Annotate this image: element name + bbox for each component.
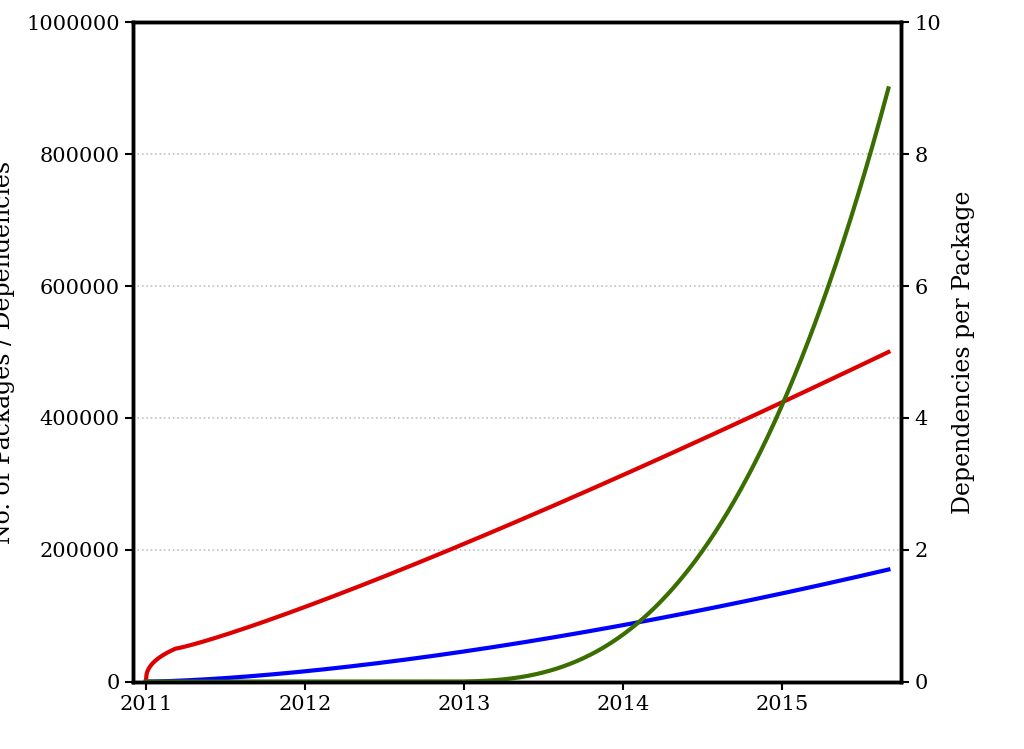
Y-axis label: No. of Packages / Dependencies: No. of Packages / Dependencies <box>0 160 15 544</box>
Y-axis label: Dependencies per Package: Dependencies per Package <box>952 190 975 514</box>
